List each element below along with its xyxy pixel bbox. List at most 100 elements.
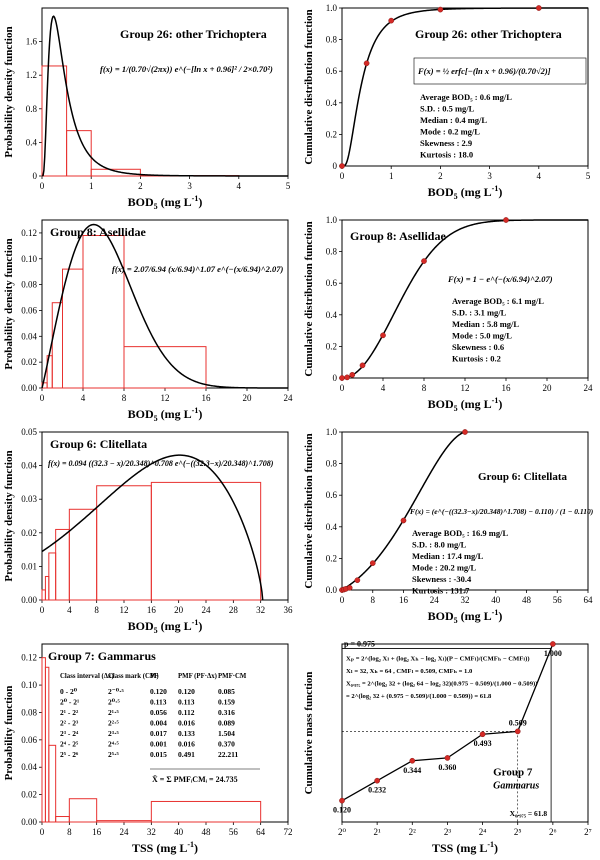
chart-group-title: Group 8: Asellidae — [50, 225, 146, 239]
x-tick-label: 32 — [256, 605, 265, 615]
histogram-bar — [97, 486, 152, 600]
x-tick-label: 2 — [438, 171, 443, 181]
cdf-formula: F(x) = 1 − e^(−(x/6.94)^2.07) — [447, 274, 553, 284]
stats-line: Kurtosis : 18.0 — [420, 150, 473, 160]
data-point — [347, 585, 352, 590]
x-tick-label: 24 — [284, 393, 294, 403]
data-point — [421, 258, 426, 263]
stats-line: Skewness : -30.4 — [412, 574, 472, 584]
y-tick-label: 0.8 — [326, 459, 338, 469]
stats-line: Skewness : 0.6 — [452, 342, 504, 352]
pdf-formula: f(x) = 0.094 ((32.3 − x)/20.348)^0.708 e… — [48, 459, 274, 468]
fitted-curve — [42, 225, 288, 388]
x-tick-label: 12 — [120, 605, 129, 615]
histogram-bar — [151, 482, 260, 600]
data-point — [410, 758, 415, 763]
y-tick-label: 1.2 — [26, 70, 37, 80]
stats-line: Median : 0.4 mg/L — [420, 115, 487, 125]
table-cell: 2⁻⁰·⁵ — [108, 687, 124, 696]
y-tick-label: 0.01 — [21, 561, 37, 571]
stats-line: Average BOD₅ : 6.1 mg/L — [452, 296, 544, 306]
y-axis-label: Probability density function — [3, 238, 15, 369]
x-axis-label: BOD5 (mg L-1) — [128, 406, 203, 423]
stats-line: Skewness : 2.9 — [420, 138, 472, 148]
x-tick-label: 0 — [40, 181, 45, 191]
table-cell: 2⁴·⁵ — [108, 740, 119, 749]
x-tick-label: 1 — [89, 181, 94, 191]
data-point — [389, 18, 394, 23]
y-axis-label: Cumulative distribution function — [303, 9, 315, 164]
table-cell: 2³ - 2⁴ — [60, 729, 79, 738]
table-cell: 0.113 — [178, 698, 195, 707]
y-axis-label: Cumulative distribution function — [303, 221, 315, 376]
x-tick-label: 0 — [340, 171, 345, 181]
x-tick-label: 24 — [430, 595, 440, 605]
table-cell: 0 - 2⁰ — [60, 687, 78, 696]
x-tick-label: 16 — [399, 595, 409, 605]
y-axis-label: Probability function — [3, 686, 15, 781]
y-tick-label: 0.12 — [21, 228, 37, 238]
x-tick-label: 8 — [371, 595, 376, 605]
stats-line: S.D. : 0.5 mg/L — [420, 104, 475, 114]
y-tick-label: 0 — [33, 171, 38, 181]
x-tick-label: 20 — [543, 383, 553, 393]
x-tick-label: 32 — [147, 827, 156, 837]
data-point — [480, 732, 485, 737]
x-tick-label: 8 — [122, 393, 127, 403]
x-tick-label: 0 — [40, 605, 45, 615]
data-point — [375, 778, 380, 783]
histogram-bar — [97, 821, 152, 822]
stats-line: Median : 17.4 mg/L — [412, 551, 484, 561]
formula-line: Xₚ = 2^(log₂ Xₗ + (log₂ Xₕ − log₂ Xₗ)(P … — [346, 655, 530, 662]
table-cell: 0.112 — [178, 708, 195, 717]
x-tick-label: 3 — [487, 171, 492, 181]
x-tick-label: 0 — [340, 595, 345, 605]
histogram-bar — [151, 801, 260, 822]
y-tick-label: 0.0 — [326, 585, 338, 595]
data-point — [360, 363, 365, 368]
table-cell: 0.016 — [178, 719, 195, 728]
x-tick-label: 1 — [389, 171, 394, 181]
x-tick-label: 16 — [202, 393, 212, 403]
y-axis-label: Cumulative mass function — [303, 672, 315, 795]
y-tick-label: 0.8 — [26, 104, 38, 114]
y-axis-label: Cumulative distribution function — [303, 433, 315, 588]
x975-label: X₀.₉₇₅ = 61.8 — [510, 809, 548, 818]
y-tick-label: 0.4 — [26, 137, 38, 147]
x-tick-label: 2³ — [444, 827, 452, 837]
y-tick-label: 0.08 — [21, 707, 37, 717]
stats-line: Average BOD₅ : 16.9 mg/L — [412, 528, 508, 538]
histogram-bar — [56, 817, 70, 822]
x-tick-label: 48 — [522, 595, 532, 605]
stats-line: Average BOD₅ : 0.6 mg/L — [420, 92, 512, 102]
histogram-bar — [49, 553, 56, 600]
data-point — [355, 578, 360, 583]
stats-line: S.D. : 8.0 mg/L — [412, 540, 467, 550]
cdf-formula: F(x) = (e^(−((32.3−x)/20.348)^1.708) − 0… — [410, 507, 594, 516]
x-tick-label: 48 — [202, 827, 212, 837]
y-axis-label: Probability density function — [3, 26, 15, 157]
data-point — [445, 755, 450, 760]
x-tick-label: 64 — [584, 595, 594, 605]
x-tick-label: 40 — [491, 595, 501, 605]
y-tick-label: 0 — [333, 161, 338, 171]
pdf-formula: f(x) = 1/(0.70√(2πx)) e^(−[ln x + 0.96]²… — [100, 64, 273, 74]
x-tick-label: 5 — [586, 171, 591, 181]
y-tick-label: 0.10 — [21, 254, 37, 264]
histogram-bar — [83, 236, 124, 388]
data-point — [462, 429, 467, 434]
y-tick-label: 0.8 — [326, 35, 338, 45]
plot-frame — [42, 220, 288, 388]
table-header: PF — [150, 673, 158, 680]
y-tick-label: 0.03 — [21, 494, 37, 504]
y-tick-label: 0.05 — [21, 427, 37, 437]
formula-line: Xₗ = 32, Xₕ = 64 , CMFₗ = 0.509, CMFₕ = … — [346, 668, 473, 675]
y-tick-label: 0.10 — [21, 680, 37, 690]
x-tick-label: 8 — [94, 605, 99, 615]
chart-group-title: Group 6: Clitellata — [478, 471, 568, 483]
